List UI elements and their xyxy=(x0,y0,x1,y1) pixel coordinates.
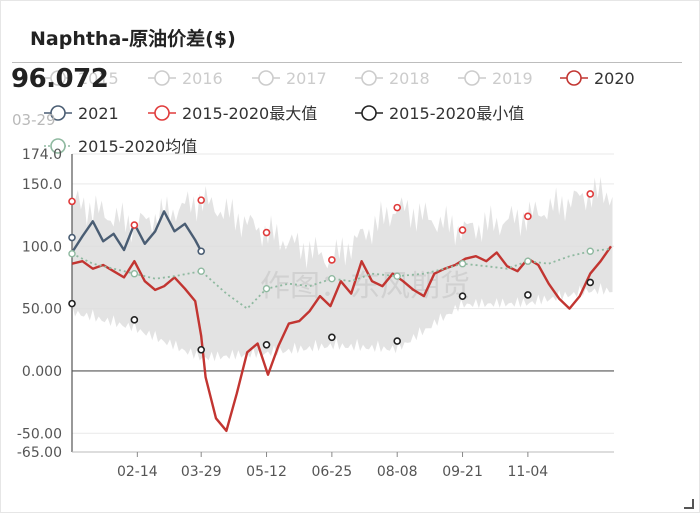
series-line-2020 xyxy=(71,245,612,432)
min-point xyxy=(524,291,532,299)
max-point xyxy=(458,226,467,234)
legend-label: 2020 xyxy=(594,69,635,88)
hover-date: 03-29 xyxy=(12,111,56,129)
legend-label: 2015-2020最大值 xyxy=(182,104,317,123)
title-divider xyxy=(12,62,682,63)
y-tick-label: 50.00 xyxy=(22,302,62,318)
chart-title: Naphtha-原油价差($) xyxy=(30,28,236,50)
legend-label: 2016 xyxy=(182,69,223,88)
legend-item-2018[interactable]: 2018 xyxy=(355,69,430,88)
legend-label: 2017 xyxy=(286,69,327,88)
legend-item-2019[interactable]: 2019 xyxy=(458,69,533,88)
legend-marker-icon xyxy=(50,70,66,86)
x-tick-label: 09-21 xyxy=(442,464,483,480)
x-tick-label: 02-14 xyxy=(117,464,158,480)
max-point xyxy=(393,203,402,212)
average-point xyxy=(68,250,76,258)
legend-item-2021[interactable]: 2021 xyxy=(44,104,119,123)
series-points xyxy=(68,190,595,354)
point-2021 xyxy=(197,247,205,256)
average-point xyxy=(328,274,336,283)
legend-marker-icon xyxy=(361,105,377,121)
legend-item-2015-2020均值[interactable]: 2015-2020均值 xyxy=(44,137,197,156)
legend-marker-icon xyxy=(566,70,582,86)
max-point xyxy=(524,212,532,221)
max-point xyxy=(328,256,336,264)
y-tick-label: 174.0 xyxy=(22,147,62,163)
legend-label: 2015-2020均值 xyxy=(78,137,197,156)
average-point xyxy=(393,272,401,280)
legend-marker-icon xyxy=(50,138,66,154)
max-point xyxy=(130,221,139,229)
legend-item-2017[interactable]: 2017 xyxy=(252,69,327,88)
legend-item-2020[interactable]: 2020 xyxy=(560,69,635,88)
legend-marker-icon xyxy=(154,70,170,86)
average-point xyxy=(458,260,467,268)
y-tick-label: 0.000 xyxy=(22,364,62,380)
legend-label: 2019 xyxy=(492,69,533,88)
legend-item-2015[interactable]: 2015 xyxy=(44,69,119,88)
min-point xyxy=(130,316,139,324)
average-point xyxy=(262,284,271,293)
point-2021 xyxy=(68,233,76,242)
hover-value: 96.072 xyxy=(11,64,109,94)
legend-item-2016[interactable]: 2016 xyxy=(148,69,223,88)
y-tick-label: 100.0 xyxy=(22,239,62,255)
y-tick-label: 150.0 xyxy=(22,177,62,193)
legend-label: 2015 xyxy=(78,69,119,88)
legend-item-2015-2020最小值[interactable]: 2015-2020最小值 xyxy=(355,104,524,123)
min-point xyxy=(586,278,595,287)
max-point xyxy=(197,196,205,204)
average-point xyxy=(130,269,139,278)
legend-marker-icon xyxy=(50,105,66,121)
legend-marker-icon xyxy=(258,70,274,86)
max-point xyxy=(68,197,76,206)
series-line-2021 xyxy=(70,210,203,254)
max-point xyxy=(586,190,595,198)
x-tick-label: 03-29 xyxy=(181,464,222,480)
min-point xyxy=(458,292,467,300)
legend-label: 2018 xyxy=(389,69,430,88)
legend-marker-icon xyxy=(154,105,170,121)
legend-item-2015-2020最大值[interactable]: 2015-2020最大值 xyxy=(148,104,317,123)
min-point xyxy=(262,340,271,349)
legend-marker-icon xyxy=(464,70,480,86)
min-point xyxy=(328,333,336,342)
max-point xyxy=(262,228,271,237)
x-tick-label: 11-04 xyxy=(508,464,549,480)
average-point xyxy=(197,267,205,275)
legend-marker-icon xyxy=(361,70,377,86)
y-tick-label: -65.00 xyxy=(17,445,62,461)
x-tick-label: 06-25 xyxy=(312,464,353,480)
legend: 2015 2016 2017 2018 2019 2020 2021 2015-2020最大值… xyxy=(44,69,635,156)
min-point xyxy=(68,299,76,308)
min-point xyxy=(197,345,205,354)
x-tick-label: 05-12 xyxy=(246,464,287,480)
min-max-range-band xyxy=(72,177,613,362)
legend-label: 2021 xyxy=(78,104,119,123)
x-tick-label: 08-08 xyxy=(377,464,418,480)
average-point xyxy=(524,257,532,265)
legend-label: 2015-2020最小值 xyxy=(389,104,524,123)
average-point xyxy=(586,247,594,255)
watermark: 作图：东风期货 xyxy=(260,269,470,304)
min-point xyxy=(393,337,402,345)
resize-handle-icon[interactable] xyxy=(684,499,694,509)
y-tick-label: -50.00 xyxy=(17,426,62,442)
